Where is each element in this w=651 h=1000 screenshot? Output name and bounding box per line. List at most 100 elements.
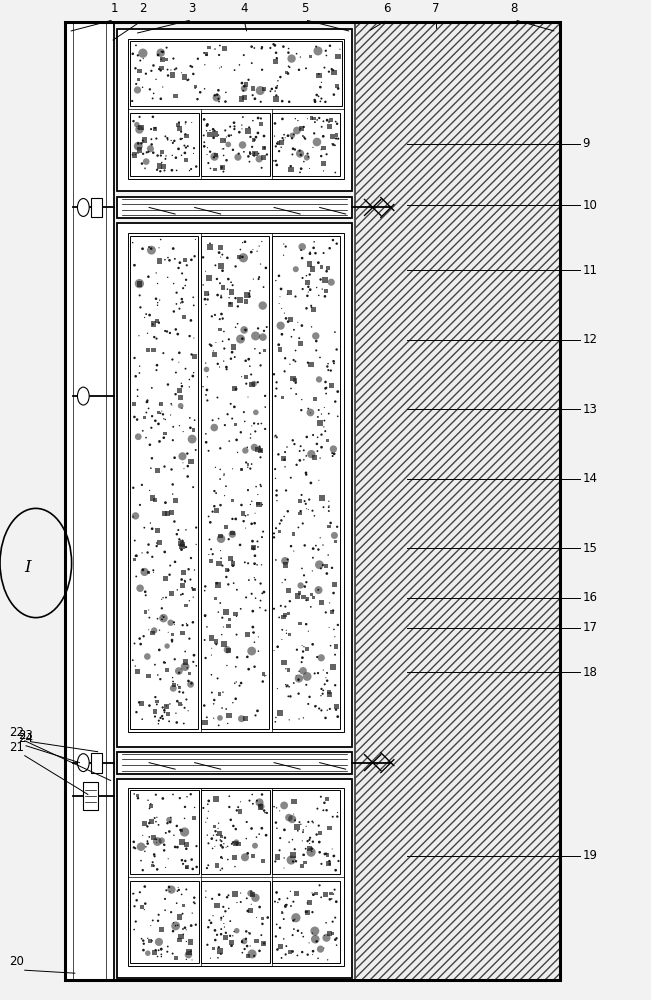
Point [333,81,343,97]
Point [177,265,187,281]
Point [186,852,197,868]
Point [200,578,210,594]
Point [244,288,255,304]
Point [239,78,249,94]
Point [330,533,340,549]
Point [312,649,322,665]
Point [178,424,188,440]
Point [171,918,181,934]
Point [162,944,173,960]
Point [273,135,283,151]
Point [201,387,211,403]
Point [325,119,335,135]
Point [333,853,344,869]
Point [181,836,191,852]
Point [211,634,221,650]
Point [315,825,326,841]
Point [204,531,215,547]
Point [240,711,251,727]
Point [138,146,148,162]
Point [143,622,154,638]
Point [214,91,224,107]
Point [283,58,294,74]
Point [215,38,225,54]
Point [156,396,167,412]
Point [303,904,313,920]
Point [236,461,247,477]
Point [290,812,300,828]
Bar [130,113,199,176]
Point [305,267,315,283]
Point [215,461,225,477]
Point [163,132,173,148]
Point [333,49,343,65]
Point [311,933,322,949]
Point [156,941,167,957]
Point [130,147,141,163]
Point [328,353,339,369]
Point [283,503,293,519]
Point [320,288,330,304]
Point [205,123,215,139]
Point [324,687,335,703]
Point [189,248,200,264]
Point [241,931,251,947]
Point [181,691,191,707]
Point [307,904,318,920]
Point [324,853,335,869]
Point [218,147,229,163]
Point [212,503,222,519]
Point [150,942,161,958]
Point [176,587,186,603]
Point [133,121,143,137]
Point [183,947,193,963]
Point [178,455,188,471]
Point [246,883,256,899]
Point [294,670,304,686]
Point [330,910,340,926]
Point [255,439,265,455]
Point [332,78,342,94]
Point [156,232,166,248]
Point [168,674,178,690]
Point [142,394,152,410]
Point [296,654,307,670]
Point [322,802,332,818]
Point [250,91,260,107]
Point [160,902,171,918]
Point [306,356,316,372]
Point [320,380,331,396]
Point [187,59,197,75]
Text: 18: 18 [583,666,598,679]
Point [151,131,161,147]
Point [225,612,235,628]
Point [214,939,224,955]
Point [312,87,322,103]
Point [212,827,222,843]
Point [286,161,296,177]
Point [232,802,242,818]
Point [202,382,212,398]
Point [288,675,299,691]
Point [248,132,258,148]
Point [249,625,259,641]
Point [294,62,304,78]
Point [331,127,342,143]
Point [243,72,254,88]
Point [152,861,162,877]
Point [231,627,242,643]
Point [315,349,326,365]
Point [267,81,277,97]
Point [179,461,189,477]
Point [210,823,221,839]
Point [280,444,290,460]
Point [294,330,305,346]
Point [152,809,162,825]
Point [176,390,186,406]
Point [162,62,173,78]
Point [246,820,256,836]
Point [154,942,164,958]
Point [310,931,320,947]
Point [295,336,305,352]
Point [214,245,225,261]
